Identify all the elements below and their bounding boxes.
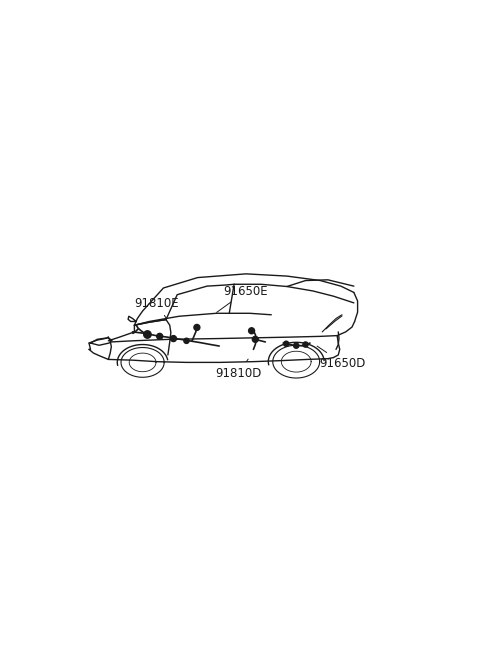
Circle shape [144,331,151,338]
Text: 91650D: 91650D [317,346,366,370]
Text: 91810E: 91810E [134,297,179,318]
Circle shape [157,333,163,339]
Circle shape [170,335,177,341]
Text: 91810D: 91810D [216,359,262,379]
Circle shape [249,328,254,334]
Circle shape [194,324,200,330]
Circle shape [294,343,299,348]
Circle shape [284,341,289,346]
Circle shape [252,337,258,343]
Circle shape [184,338,189,343]
Circle shape [303,342,308,347]
Text: 91650E: 91650E [216,285,268,312]
